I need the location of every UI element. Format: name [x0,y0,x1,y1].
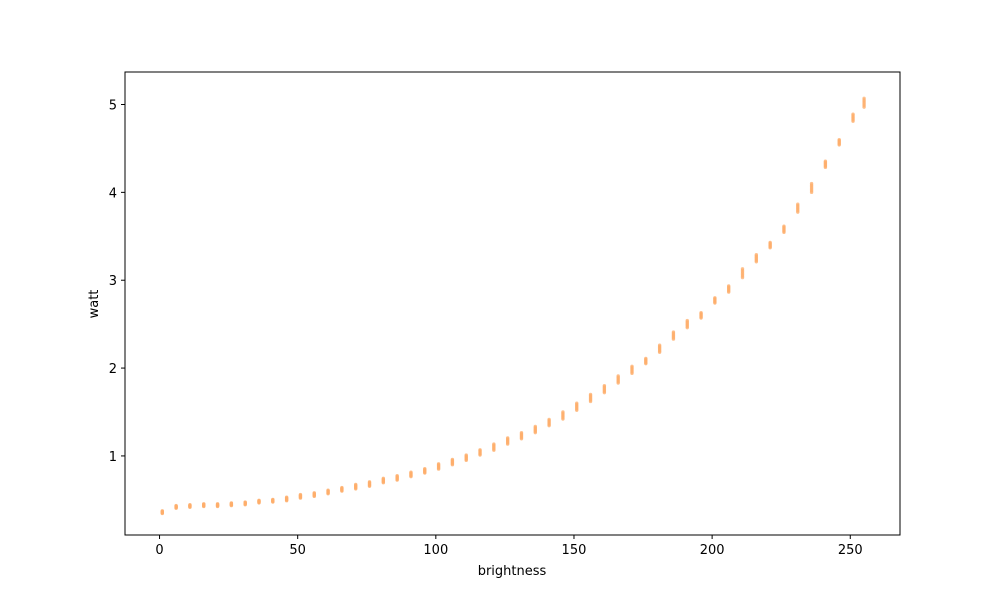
data-point [726,284,731,288]
data-point [298,492,303,497]
data-point [409,470,413,474]
y-tick-label: 5 [109,99,117,114]
data-point [354,482,358,487]
data-point [809,181,814,186]
x-tick-label: 0 [155,543,163,558]
data-point [685,318,689,323]
data-point [671,330,676,334]
data-point [284,495,289,499]
data-point [423,466,427,471]
data-point [202,502,206,506]
data-point [602,383,607,388]
data-point [188,502,192,507]
data-point [782,224,786,228]
data-point [271,497,275,502]
y-axis: 1 2 3 4 5 [109,99,125,465]
data-point [450,457,455,462]
x-axis: 0 50 100 150 200 250 [155,535,863,558]
data-point [215,502,220,506]
data-point [754,253,759,257]
data-point [823,159,828,163]
data-point [464,453,468,457]
data-point [547,417,551,422]
data-point [505,436,510,440]
points-layer [160,96,866,516]
plot-area-frame [124,71,901,536]
data-point [519,430,524,435]
y-tick-label: 3 [109,274,117,289]
data-point [561,410,565,414]
data-point [340,485,344,490]
data-point [257,498,261,502]
data-point [243,500,247,504]
data-point [616,374,620,378]
data-point [478,448,482,452]
data-point [740,267,745,271]
y-tick-label: 4 [109,186,117,201]
data-point [575,401,579,405]
x-axis-label: brightness [478,564,547,579]
y-tick-label: 1 [109,450,117,465]
x-tick-label: 50 [289,543,306,558]
data-point [713,296,717,300]
data-point [862,96,866,101]
data-point [796,202,800,206]
data-point [699,311,703,315]
y-tick-label: 2 [109,362,117,377]
data-point [312,491,316,495]
data-point [630,364,634,369]
data-point [533,424,537,429]
x-tick-label: 200 [700,543,725,558]
data-point [229,501,234,505]
data-point [492,442,496,446]
data-point [160,509,164,513]
data-point [436,462,441,466]
data-point [395,473,399,478]
x-tick-label: 250 [838,543,863,558]
data-point [657,343,662,347]
y-axis-label: watt [87,290,102,319]
data-point [326,488,330,492]
x-tick-label: 100 [423,543,448,558]
data-point [381,476,386,481]
data-point [851,112,855,116]
x-tick-label: 150 [562,543,587,558]
data-point [367,480,372,484]
data-point [174,503,178,508]
data-point [837,137,841,142]
data-point [588,392,593,397]
data-point [644,356,648,361]
data-point [768,240,772,245]
